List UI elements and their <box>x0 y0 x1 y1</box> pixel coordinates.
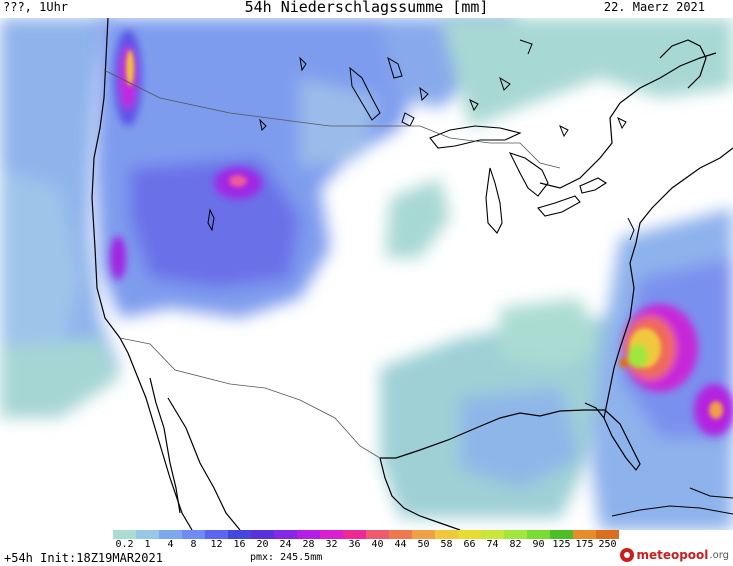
legend-tick-label: 8 <box>190 539 197 550</box>
precipitation-map <box>0 18 733 530</box>
legend-swatch <box>205 530 228 539</box>
legend-swatch <box>573 530 596 539</box>
logo-icon <box>620 548 635 562</box>
coastlines <box>91 18 733 530</box>
legend-swatch <box>435 530 458 539</box>
legend-swatch <box>136 530 159 539</box>
canada-light-precip <box>385 18 733 258</box>
legend-tick-label: 0.2 <box>115 539 134 550</box>
legend-tick-label: 74 <box>486 539 499 550</box>
legend-swatch <box>366 530 389 539</box>
meteopool-logo[interactable]: meteopool .org <box>620 545 729 565</box>
legend-swatch <box>274 530 297 539</box>
legend-tick-label: 125 <box>552 539 571 550</box>
legend-tick-label: 66 <box>463 539 476 550</box>
legend-swatch <box>159 530 182 539</box>
legend-swatch <box>297 530 320 539</box>
legend-tick-label: 4 <box>167 539 174 550</box>
legend-tick-label: 20 <box>256 539 269 550</box>
legend-tick-label: 44 <box>394 539 407 550</box>
legend-tick-label: 1 <box>144 539 151 550</box>
legend-tick-label: 50 <box>417 539 430 550</box>
header: ???, 1Uhr 54h Niederschlagssumme [mm] 22… <box>0 0 733 18</box>
date-label: 22. Maerz 2021 <box>603 0 705 14</box>
legend-tick-label: 28 <box>302 539 315 550</box>
legend-swatch <box>182 530 205 539</box>
legend-swatch <box>320 530 343 539</box>
legend-swatch <box>550 530 573 539</box>
pacific-precip <box>0 18 120 418</box>
valid-time-label: ???, 1Uhr <box>3 0 69 14</box>
pmx-label: pmx: 245.5mm <box>250 552 323 563</box>
legend-swatch <box>596 530 619 539</box>
legend-tick-label: 36 <box>348 539 361 550</box>
legend-tick-label: 40 <box>371 539 384 550</box>
legend-swatch <box>389 530 412 539</box>
legend-swatch <box>412 530 435 539</box>
legend-swatch <box>458 530 481 539</box>
legend-tick-label: 24 <box>279 539 292 550</box>
legend-color-bar <box>113 530 619 539</box>
legend-tick-label: 16 <box>233 539 246 550</box>
great-lakes <box>429 125 608 234</box>
legend-tick-label: 58 <box>440 539 453 550</box>
logo-tld: .org <box>709 549 729 561</box>
legend-tick-label: 90 <box>532 539 545 550</box>
legend-tick-label: 250 <box>598 539 617 550</box>
legend-swatch <box>251 530 274 539</box>
legend: 0.2 1 4 8 12 16 20 24 28 32 36 40 44 50 58 66 74 82 90 125 1… <box>0 530 733 566</box>
legend-swatch <box>504 530 527 539</box>
init-time-label: +54h Init:18Z19MAR2021 <box>4 551 163 565</box>
legend-swatch <box>481 530 504 539</box>
legend-tick-label: 175 <box>575 539 594 550</box>
legend-swatch <box>113 530 136 539</box>
legend-swatch <box>527 530 550 539</box>
lakes-and-islands <box>207 39 733 517</box>
precip-peaks <box>126 50 723 419</box>
logo-name: meteopool <box>636 548 709 562</box>
map-title: 54h Niederschlagssumme [mm] <box>244 0 489 16</box>
legend-tick-label: 82 <box>509 539 522 550</box>
legend-tick-label: 12 <box>210 539 223 550</box>
borders <box>103 69 561 459</box>
legend-swatch <box>343 530 366 539</box>
legend-swatch <box>228 530 251 539</box>
legend-tick-label: 32 <box>325 539 338 550</box>
